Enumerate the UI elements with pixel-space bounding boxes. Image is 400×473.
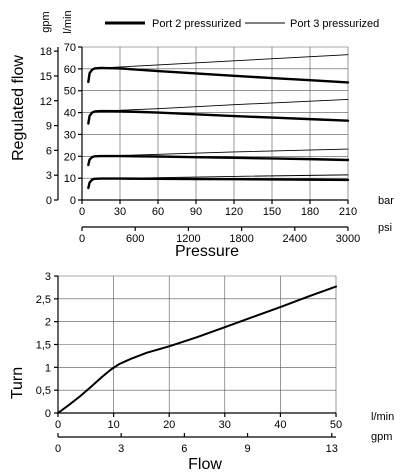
top-y2-tick-label: 9: [46, 121, 52, 133]
top-chart: 0 30 60 90 120 150 180 210010203040506070036912…: [40, 42, 360, 245]
bottom-x2-unit: gpm: [371, 431, 392, 443]
top-x-tick-label: 210: [339, 206, 357, 218]
top-y2-tick-label: 18: [40, 46, 52, 58]
bottom-x-tick-label: 50: [330, 419, 342, 431]
top-x2-tick-label: 2400: [283, 233, 307, 245]
top-y-tick-label: 60: [64, 64, 76, 76]
port-2-curve-60: [87, 66, 350, 84]
bottom-y-tick-label: 2: [45, 317, 51, 329]
top-x-tick-label: 90: [190, 206, 202, 218]
bottom-y-tick-label: 1: [45, 362, 51, 374]
bottom-y-axis-title: Turn: [9, 367, 26, 399]
top-y2-tick-label: 0: [46, 195, 52, 207]
top-y-tick-label: 30: [64, 129, 76, 141]
bottom-y-tick-label: 0,5: [36, 385, 51, 397]
port-3-curve-10: [100, 174, 349, 180]
top-x2-tick-label: 600: [126, 233, 144, 245]
bottom-x-tick-label: 20: [163, 419, 175, 431]
bottom-x2-tick-label: 3: [118, 443, 124, 455]
top-y-tick-label: 10: [64, 173, 76, 185]
bottom-y-tick-label: 3: [45, 271, 51, 283]
top-y2-tick-label: 6: [46, 145, 52, 157]
port-2-curve-40: [87, 109, 350, 125]
top-x2-tick-label: 1800: [229, 233, 253, 245]
top-y2-unit: gpm: [40, 11, 52, 32]
top-y-tick-label: 70: [64, 42, 76, 54]
port-3-curve-40: [100, 99, 349, 112]
bottom-y-tick-label: 1,5: [36, 340, 51, 352]
turn-curve: [57, 285, 337, 414]
top-y2-tick-label: 15: [40, 71, 52, 83]
top-x-tick-label: 180: [301, 206, 319, 218]
top-x2-unit: psi: [378, 222, 392, 234]
bottom-x-tick-label: 30: [219, 419, 231, 431]
top-y-unit: l/min: [62, 10, 74, 33]
top-x-tick-label: 60: [152, 206, 164, 218]
top-x-tick-label: 150: [263, 206, 281, 218]
top-x-tick-label: 30: [114, 206, 126, 218]
bottom-y-tick-label: 0: [45, 408, 51, 420]
bottom-x2-tick-label: 6: [181, 443, 187, 455]
top-x-tick-label: 120: [225, 206, 243, 218]
legend: Port 2 pressurized Port 3 pressurized: [105, 18, 379, 30]
bottom-x2-tick-label: 13: [326, 443, 338, 455]
bottom-x-axis-title: Flow: [188, 456, 222, 473]
top-y2-tick-label: 3: [46, 170, 52, 182]
legend-label-port-3: Port 3 pressurized: [290, 18, 379, 30]
port-2-curve-20: [87, 154, 350, 167]
bottom-x-unit: l/min: [371, 411, 394, 423]
bottom-x-tick-label: 0: [55, 419, 61, 431]
top-x-axis-title: Pressure: [175, 243, 239, 260]
top-y-tick-label: 0: [70, 195, 76, 207]
top-y-tick-label: 40: [64, 108, 76, 120]
top-y-axis-title: Regulated flow: [10, 55, 27, 161]
bottom-y-tick-label: 2,5: [36, 294, 51, 306]
port-2-curve-10: [87, 177, 350, 190]
top-x2-tick-label: 1200: [176, 233, 200, 245]
bottom-x-tick-label: 10: [107, 419, 119, 431]
port-3-curve-60: [100, 54, 349, 69]
top-x2-tick-label: 3000: [336, 233, 360, 245]
top-x-unit: bar: [378, 195, 394, 207]
top-x2-tick-label: 0: [79, 233, 85, 245]
bottom-x2-tick-label: 9: [244, 443, 250, 455]
top-x-tick-label: 0: [79, 206, 85, 218]
top-y-tick-label: 20: [64, 151, 76, 163]
port-3-curve-20: [100, 148, 349, 157]
top-y-tick-label: 50: [64, 86, 76, 98]
top-y2-tick-label: 12: [40, 96, 52, 108]
bottom-x2-tick-label: 0: [55, 443, 61, 455]
bottom-x-tick-label: 40: [274, 419, 286, 431]
legend-label-port-2: Port 2 pressurized: [152, 18, 241, 30]
